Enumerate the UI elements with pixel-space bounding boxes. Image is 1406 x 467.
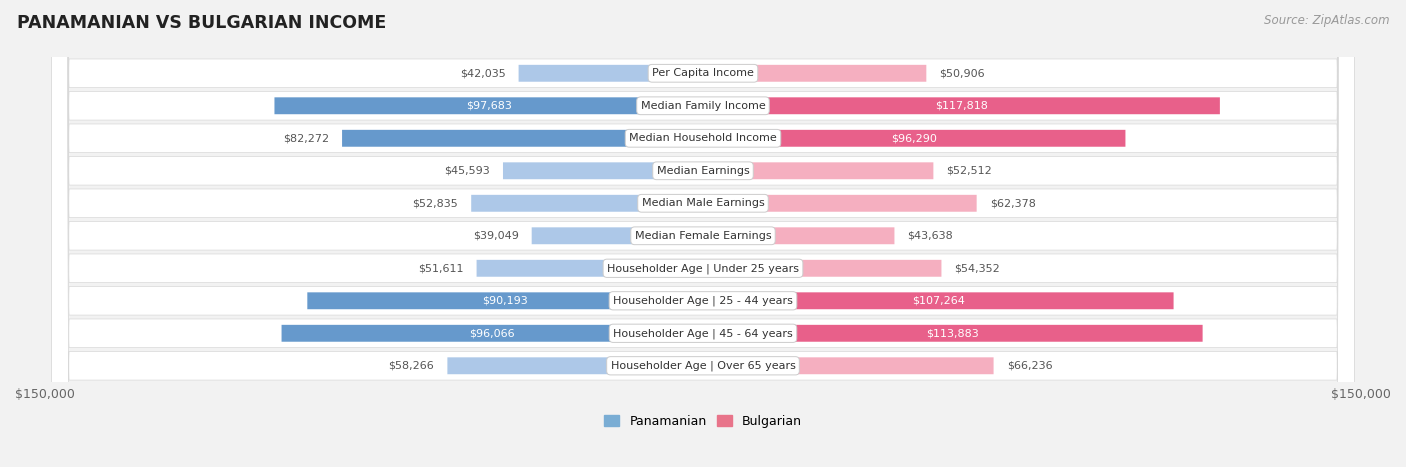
- Text: $52,835: $52,835: [412, 198, 458, 208]
- Text: $97,683: $97,683: [465, 101, 512, 111]
- FancyBboxPatch shape: [52, 0, 1354, 467]
- FancyBboxPatch shape: [308, 292, 703, 309]
- Text: $42,035: $42,035: [460, 68, 505, 78]
- Text: $96,066: $96,066: [470, 328, 515, 338]
- Text: Median Household Income: Median Household Income: [628, 133, 778, 143]
- FancyBboxPatch shape: [703, 163, 934, 179]
- Text: $43,638: $43,638: [908, 231, 953, 241]
- FancyBboxPatch shape: [52, 0, 1354, 467]
- Text: $51,611: $51,611: [418, 263, 464, 273]
- Text: Per Capita Income: Per Capita Income: [652, 68, 754, 78]
- FancyBboxPatch shape: [281, 325, 703, 342]
- FancyBboxPatch shape: [703, 325, 1202, 342]
- Text: $58,266: $58,266: [388, 361, 434, 371]
- FancyBboxPatch shape: [703, 260, 942, 277]
- FancyBboxPatch shape: [52, 0, 1354, 467]
- FancyBboxPatch shape: [447, 357, 703, 374]
- FancyBboxPatch shape: [703, 357, 994, 374]
- Text: Median Family Income: Median Family Income: [641, 101, 765, 111]
- FancyBboxPatch shape: [52, 0, 1354, 467]
- Text: Householder Age | Under 25 years: Householder Age | Under 25 years: [607, 263, 799, 274]
- Text: $45,593: $45,593: [444, 166, 489, 176]
- FancyBboxPatch shape: [342, 130, 703, 147]
- Legend: Panamanian, Bulgarian: Panamanian, Bulgarian: [605, 415, 801, 428]
- FancyBboxPatch shape: [52, 0, 1354, 467]
- FancyBboxPatch shape: [503, 163, 703, 179]
- Text: Median Earnings: Median Earnings: [657, 166, 749, 176]
- FancyBboxPatch shape: [52, 0, 1354, 467]
- Text: Median Male Earnings: Median Male Earnings: [641, 198, 765, 208]
- FancyBboxPatch shape: [52, 0, 1354, 467]
- FancyBboxPatch shape: [703, 292, 1174, 309]
- Text: $107,264: $107,264: [912, 296, 965, 306]
- Text: $90,193: $90,193: [482, 296, 529, 306]
- Text: PANAMANIAN VS BULGARIAN INCOME: PANAMANIAN VS BULGARIAN INCOME: [17, 14, 387, 32]
- Text: $66,236: $66,236: [1007, 361, 1052, 371]
- Text: Median Female Earnings: Median Female Earnings: [634, 231, 772, 241]
- Text: $113,883: $113,883: [927, 328, 979, 338]
- FancyBboxPatch shape: [52, 0, 1354, 467]
- FancyBboxPatch shape: [531, 227, 703, 244]
- FancyBboxPatch shape: [274, 97, 703, 114]
- Text: $82,272: $82,272: [283, 133, 329, 143]
- FancyBboxPatch shape: [703, 195, 977, 212]
- Text: $39,049: $39,049: [472, 231, 519, 241]
- FancyBboxPatch shape: [703, 97, 1220, 114]
- FancyBboxPatch shape: [703, 65, 927, 82]
- Text: $50,906: $50,906: [939, 68, 986, 78]
- FancyBboxPatch shape: [471, 195, 703, 212]
- Text: Householder Age | 25 - 44 years: Householder Age | 25 - 44 years: [613, 296, 793, 306]
- FancyBboxPatch shape: [477, 260, 703, 277]
- FancyBboxPatch shape: [703, 130, 1125, 147]
- FancyBboxPatch shape: [519, 65, 703, 82]
- FancyBboxPatch shape: [52, 0, 1354, 467]
- Text: Source: ZipAtlas.com: Source: ZipAtlas.com: [1264, 14, 1389, 27]
- Text: $54,352: $54,352: [955, 263, 1000, 273]
- FancyBboxPatch shape: [703, 227, 894, 244]
- Text: $117,818: $117,818: [935, 101, 988, 111]
- Text: $96,290: $96,290: [891, 133, 938, 143]
- FancyBboxPatch shape: [52, 0, 1354, 467]
- Text: $62,378: $62,378: [990, 198, 1036, 208]
- Text: $52,512: $52,512: [946, 166, 993, 176]
- Text: Householder Age | 45 - 64 years: Householder Age | 45 - 64 years: [613, 328, 793, 339]
- Text: Householder Age | Over 65 years: Householder Age | Over 65 years: [610, 361, 796, 371]
